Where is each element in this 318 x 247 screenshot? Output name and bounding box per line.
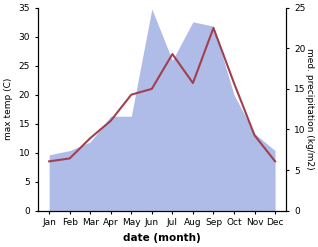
Y-axis label: max temp (C): max temp (C) <box>4 78 13 140</box>
Y-axis label: med. precipitation (kg/m2): med. precipitation (kg/m2) <box>305 48 314 170</box>
X-axis label: date (month): date (month) <box>123 233 201 243</box>
